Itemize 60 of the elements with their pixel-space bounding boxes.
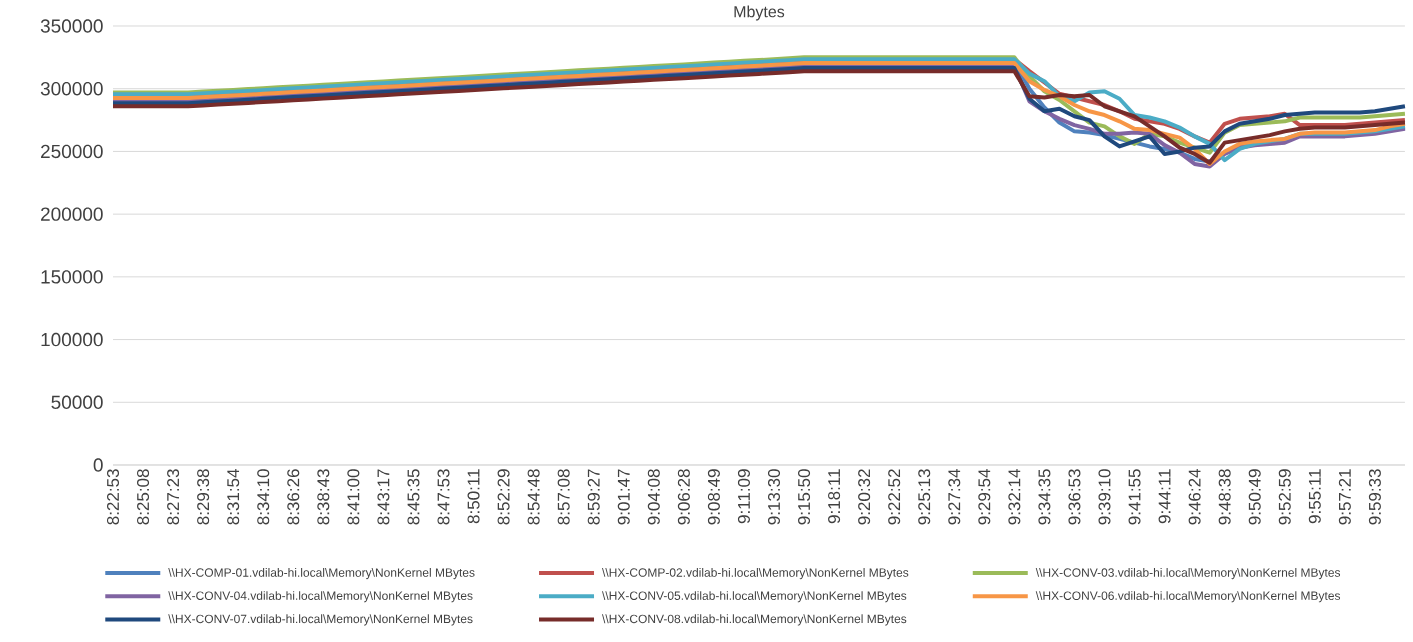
legend-label: \\HX-CONV-07.vdilab-hi.local\Memory\NonKernel MBytes bbox=[168, 614, 473, 626]
x-tick-label: 9:50:49 bbox=[1248, 469, 1261, 525]
x-tick-label: 8:57:08 bbox=[557, 469, 570, 525]
legend-label: \\HX-CONV-05.vdilab-hi.local\Memory\NonKernel MBytes bbox=[602, 591, 907, 603]
x-tick-label: 8:38:43 bbox=[317, 469, 330, 525]
y-tick-label: 50000 bbox=[51, 395, 103, 410]
x-tick-label: 9:48:38 bbox=[1218, 469, 1231, 525]
x-tick-label: 8:45:35 bbox=[407, 469, 420, 525]
x-tick-label: 8:27:23 bbox=[167, 469, 180, 525]
x-tick-label: 8:43:17 bbox=[377, 469, 390, 525]
x-tick-label: 9:13:30 bbox=[767, 469, 781, 525]
legend-label: \\HX-COMP-02.vdilab-hi.local\Memory\NonKernel MBytes bbox=[602, 567, 909, 580]
x-tick-label: 9:36:53 bbox=[1068, 469, 1081, 525]
y-tick-label: 150000 bbox=[41, 270, 103, 284]
x-tick-label: 8:52:29 bbox=[497, 469, 510, 525]
x-tick-label: 9:34:35 bbox=[1038, 469, 1051, 525]
x-tick-label: 9:06:28 bbox=[677, 469, 690, 525]
x-tick-label: 9:59:33 bbox=[1368, 469, 1381, 525]
x-tick-label: 9:11:09 bbox=[737, 469, 750, 524]
x-tick-label: 8:41:00 bbox=[347, 469, 360, 525]
y-tick-label: 300000 bbox=[40, 81, 103, 96]
x-tick-label: 9:20:32 bbox=[858, 469, 871, 525]
x-tick-label: 9:39:10 bbox=[1098, 469, 1111, 525]
y-tick-label: 0 bbox=[93, 458, 103, 472]
x-tick-label: 9:32:14 bbox=[1008, 469, 1021, 525]
x-tick-label: 9:44:11 bbox=[1158, 469, 1171, 524]
x-tick-label: 9:57:21 bbox=[1338, 469, 1351, 525]
legend-label: \\HX-CONV-06.vdilab-hi.local\Memory\NonKernel MBytes bbox=[1035, 591, 1341, 603]
x-tick-label: 9:52:59 bbox=[1278, 469, 1291, 525]
x-tick-label: 8:31:54 bbox=[227, 469, 240, 525]
legend-label: \\HX-COMP-01.vdilab-hi.local\Memory\NonKernel MBytes bbox=[168, 567, 475, 580]
y-tick-label: 200000 bbox=[41, 207, 103, 221]
x-tick-label: 8:25:08 bbox=[137, 469, 150, 525]
x-tick-label: 8:47:53 bbox=[437, 469, 450, 525]
x-tick-label: 9:55:11 bbox=[1308, 469, 1321, 524]
x-tick-label: 8:59:27 bbox=[587, 469, 600, 525]
x-tick-label: 9:01:47 bbox=[617, 469, 630, 525]
x-tick-label: 8:36:26 bbox=[287, 469, 300, 525]
x-tick-label: 9:22:52 bbox=[888, 469, 901, 525]
x-tick-label: 8:29:38 bbox=[197, 469, 210, 525]
x-tick-label: 9:25:13 bbox=[918, 469, 931, 525]
x-tick-label: 9:18:11 bbox=[828, 469, 841, 524]
y-tick-label: 350000 bbox=[40, 19, 103, 33]
legend-label: \\HX-CONV-03.vdilab-hi.local\Memory\NonKernel MBytes bbox=[1035, 567, 1341, 580]
x-tick-label: 9:41:55 bbox=[1128, 469, 1141, 525]
x-tick-label: 9:27:34 bbox=[948, 469, 961, 525]
x-tick-label: 9:46:24 bbox=[1188, 469, 1201, 525]
x-tick-label: 9:15:50 bbox=[798, 469, 811, 525]
x-tick-label: 9:29:54 bbox=[978, 469, 991, 525]
x-tick-label: 8:54:48 bbox=[527, 469, 540, 525]
x-tick-label: 9:04:08 bbox=[647, 469, 660, 525]
y-tick-label: 100000 bbox=[41, 332, 103, 347]
y-tick-label: 250000 bbox=[41, 144, 103, 159]
x-tick-label: 9:08:49 bbox=[707, 469, 720, 525]
x-tick-label: 8:50:11 bbox=[467, 469, 480, 524]
legend-label: \\HX-CONV-04.vdilab-hi.local\Memory\NonKernel MBytes bbox=[168, 591, 473, 603]
chart-title: Mbytes bbox=[734, 5, 785, 21]
x-tick-label: 8:22:53 bbox=[106, 469, 120, 525]
x-tick-label: 8:34:10 bbox=[257, 469, 270, 525]
legend-label: \\HX-CONV-08.vdilab-hi.local\Memory\NonKernel MBytes bbox=[602, 614, 907, 626]
